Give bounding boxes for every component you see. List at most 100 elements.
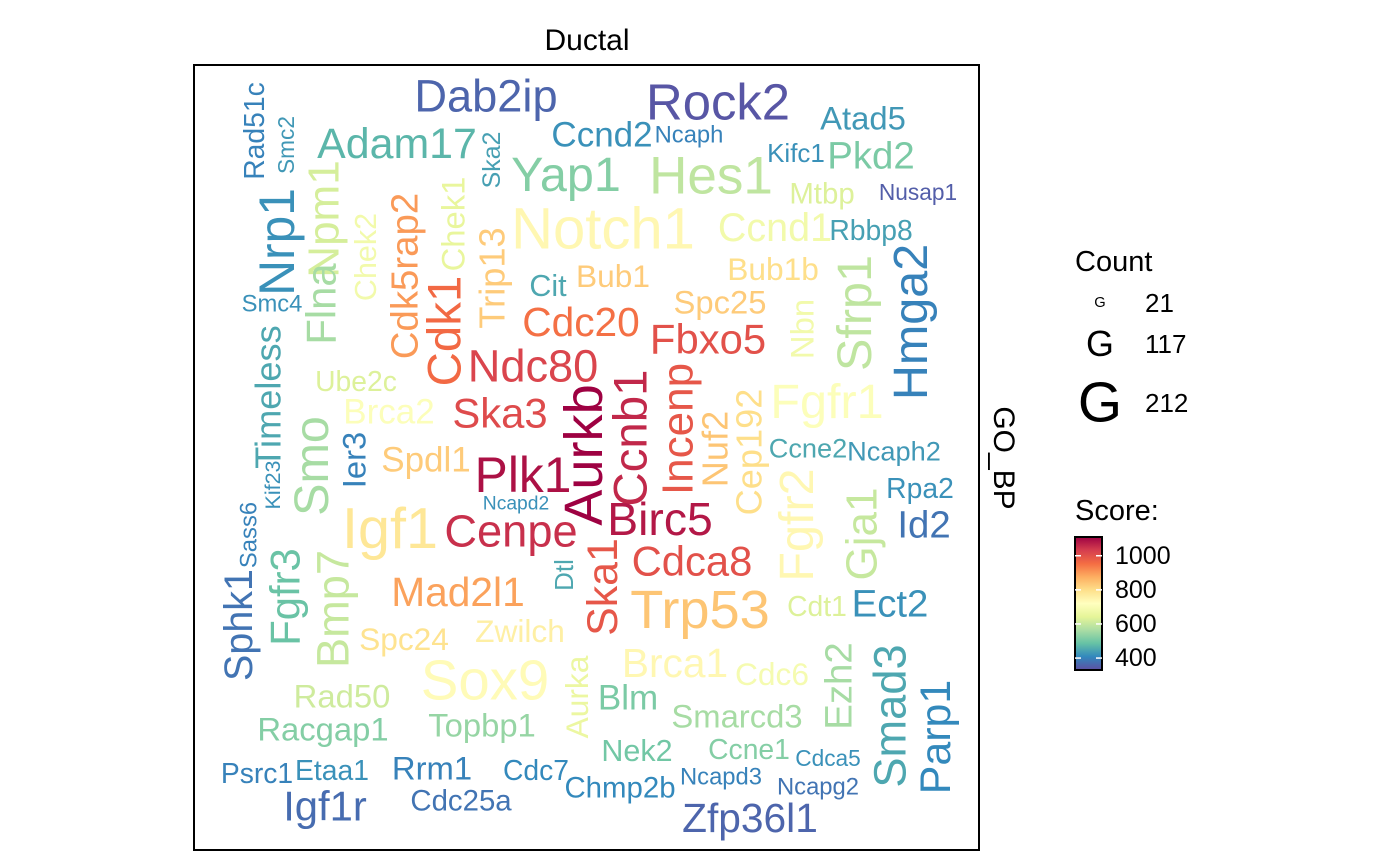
word-fbxo5: Fbxo5 <box>650 316 766 363</box>
word-zfp36l1: Zfp36l1 <box>682 795 818 841</box>
word-chek1: Chek1 <box>435 177 472 272</box>
panel-border <box>193 64 980 851</box>
word-smc4: Smc4 <box>242 291 303 318</box>
word-dab2ip: Dab2ip <box>414 71 557 122</box>
word-rad51c: Rad51c <box>238 82 270 180</box>
word-spdl1: Spdl1 <box>381 441 471 480</box>
word-parp1: Parp1 <box>912 680 960 794</box>
word-etaa1: Etaa1 <box>295 754 369 786</box>
word-cdca5: Cdca5 <box>795 745 861 771</box>
word-racgap1: Racgap1 <box>257 711 388 748</box>
color-legend-tick-label: 800 <box>1115 576 1157 604</box>
word-aurkb: Aurkb <box>554 384 614 526</box>
word-cdc6: Cdc6 <box>735 656 809 692</box>
word-ncaph: Ncaph <box>655 122 724 149</box>
word-yap1: Yap1 <box>511 148 621 202</box>
word-mtbp: Mtbp <box>789 178 854 211</box>
word-ska3: Ska3 <box>452 390 547 437</box>
word-igf1r: Igf1r <box>283 783 367 830</box>
word-cdc7: Cdc7 <box>503 754 569 786</box>
word-smo: Smo <box>285 416 339 516</box>
word-rock2: Rock2 <box>646 74 790 131</box>
color-legend-tick-label: 600 <box>1115 610 1157 638</box>
word-hes1: Hes1 <box>649 147 773 206</box>
word-ska1: Ska1 <box>579 538 627 636</box>
word-trp53: Trp53 <box>630 580 770 640</box>
word-fgfr2: Fgfr2 <box>770 468 824 581</box>
word-plk1: Plk1 <box>475 447 572 503</box>
word-sphk1: Sphk1 <box>217 569 261 681</box>
word-bub1: Bub1 <box>576 258 650 294</box>
size-legend-label: 21 <box>1145 288 1174 318</box>
word-nusap1: Nusap1 <box>879 179 957 205</box>
word-topbp1: Topbp1 <box>428 707 536 744</box>
color-legend-bar <box>1074 536 1103 671</box>
word-ncapd2: Ncapd2 <box>483 494 549 515</box>
color-legend: Score: 1000 800 600 400 <box>1074 495 1171 672</box>
word-ccnb1: Ccnb1 <box>605 370 658 507</box>
word-sox9: Sox9 <box>421 649 550 712</box>
word-cdc25a: Cdc25a <box>410 785 512 818</box>
word-rad50: Rad50 <box>294 678 391 715</box>
word-spc25: Spc25 <box>674 284 767 321</box>
word-sfrp1: Sfrp1 <box>828 255 882 371</box>
word-chek2: Chek2 <box>349 213 383 301</box>
word-cit: Cit <box>529 269 567 303</box>
word-ect2: Ect2 <box>852 583 929 626</box>
word-hmga2: Hmga2 <box>884 244 938 400</box>
word-cdc20: Cdc20 <box>522 299 640 345</box>
word-kifc1: Kifc1 <box>767 138 825 168</box>
word-smad3: Smad3 <box>865 644 916 787</box>
word-bub1b: Bub1b <box>727 251 819 287</box>
word-aurka: Aurka <box>559 655 595 738</box>
word-igf1: Igf1 <box>342 497 438 561</box>
word-npm1: Npm1 <box>300 160 349 277</box>
word-smarcd3: Smarcd3 <box>671 698 802 735</box>
word-cdk1: Cdk1 <box>419 276 472 387</box>
word-brca2: Brca2 <box>343 393 434 432</box>
word-zwilch: Zwilch <box>475 613 565 649</box>
word-kif23: Kif23 <box>261 460 285 509</box>
word-adam17: Adam17 <box>317 120 477 168</box>
facet-strip-label: GO_BP <box>987 406 1020 509</box>
word-pkd2: Pkd2 <box>827 135 915 178</box>
word-bmp7: Bmp7 <box>308 550 359 668</box>
size-legend-label: 212 <box>1145 388 1188 418</box>
word-nbn: Nbn <box>784 299 821 359</box>
word-ccne2: Ccne2 <box>769 433 848 464</box>
word-cdca8: Cdca8 <box>632 538 753 585</box>
word-dtl: Dtl <box>549 559 579 591</box>
word-ska2: Ska2 <box>478 132 506 189</box>
word-psrc1: Psrc1 <box>221 757 293 789</box>
word-nek2: Nek2 <box>601 734 672 768</box>
color-legend-title: Score: <box>1075 495 1159 527</box>
word-ncapg2: Ncapg2 <box>777 774 859 801</box>
word-ube2c: Ube2c <box>315 365 397 397</box>
size-legend-glyph: G <box>1086 324 1114 364</box>
size-legend-label: 117 <box>1145 329 1186 359</box>
word-rrm1: Rrm1 <box>392 750 472 787</box>
word-ndc80: Ndc80 <box>468 341 599 392</box>
size-legend-glyph: G <box>1078 372 1122 435</box>
color-legend-tick-label: 1000 <box>1115 542 1171 570</box>
word-nrp1: Nrp1 <box>249 188 305 296</box>
word-spc24: Spc24 <box>359 621 449 657</box>
word-fgfr3: Fgfr3 <box>262 548 309 646</box>
size-legend-title: Count <box>1075 246 1152 278</box>
word-birc5: Birc5 <box>607 493 712 545</box>
word-rbbp8: Rbbp8 <box>829 214 912 246</box>
word-timeless: Timeless <box>248 325 289 468</box>
word-rpa2: Rpa2 <box>886 472 954 504</box>
word-id2: Id2 <box>897 504 950 547</box>
word-ier3: Ier3 <box>336 432 373 489</box>
word-ncapd3: Ncapd3 <box>680 764 762 791</box>
word-brca1: Brca1 <box>622 640 728 686</box>
word-ncaph2: Ncaph2 <box>847 436 941 467</box>
color-legend-tick-label: 400 <box>1115 644 1157 672</box>
word-ccnd1: Ccnd1 <box>718 206 832 250</box>
word-cdk5rap2: Cdk5rap2 <box>384 193 427 359</box>
word-blm: Blm <box>598 679 658 718</box>
size-legend-glyph: G <box>1094 295 1105 311</box>
